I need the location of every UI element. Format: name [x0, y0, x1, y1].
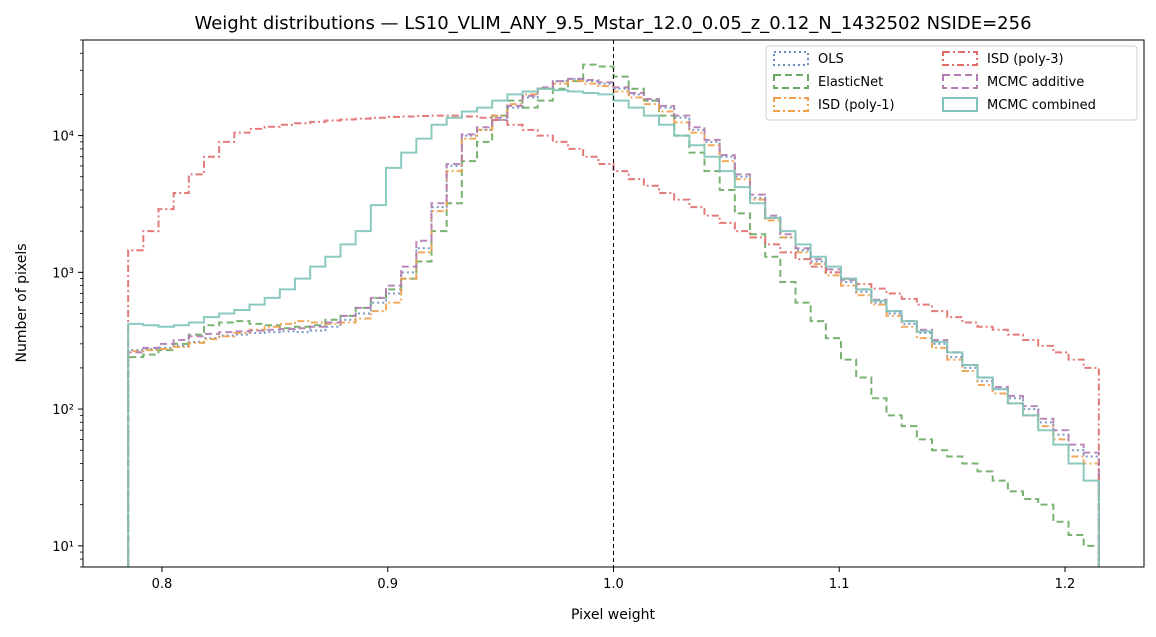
y-axis-label: Number of pixels: [14, 243, 30, 362]
series-line: [127, 77, 1100, 567]
series-line: [127, 63, 1100, 567]
x-tick-label: 1.1: [829, 577, 850, 592]
series-line: [127, 114, 1100, 567]
plot-area: [82, 39, 1145, 568]
legend-label: ISD (poly-3): [987, 52, 1064, 67]
legend-label: ElasticNet: [818, 75, 883, 90]
x-tick-label: 1.2: [1055, 577, 1076, 592]
legend-swatch: [942, 97, 978, 112]
legend-swatch: [773, 51, 809, 66]
y-tick-label: 10²: [52, 403, 74, 418]
x-tick-label: 0.9: [377, 577, 398, 592]
x-tick-label: 1.0: [603, 577, 624, 592]
x-axis-label: Pixel weight: [571, 607, 656, 623]
x-axis: 0.8 0.9 1.0 1.1 1.2: [152, 567, 1076, 592]
legend-box: [765, 45, 1138, 121]
y-tick-label: 10³: [52, 266, 74, 281]
series-line: [127, 80, 1100, 567]
legend-label: ISD (poly-1): [818, 98, 895, 113]
x-tick-label: 0.8: [152, 577, 173, 592]
series-layer: [127, 63, 1100, 567]
legend-swatch: [942, 74, 978, 89]
legend-label: OLS: [818, 52, 844, 67]
chart-title: Weight distributions — LS10_VLIM_ANY_9.5…: [194, 13, 1031, 34]
y-axis: 10¹ 10² 10³ 10⁴: [52, 39, 83, 568]
legend-swatch: [773, 74, 809, 89]
legend: OLS ElasticNet ISD (poly-1) ISD (poly-3) MCM…: [765, 45, 1138, 121]
legend-swatch: [942, 51, 978, 66]
legend-label: MCMC additive: [987, 75, 1084, 90]
y-tick-label: 10⁴: [52, 130, 74, 145]
y-tick-label: 10¹: [52, 540, 74, 555]
legend-label: MCMC combined: [987, 98, 1096, 113]
legend-swatch: [773, 97, 809, 112]
